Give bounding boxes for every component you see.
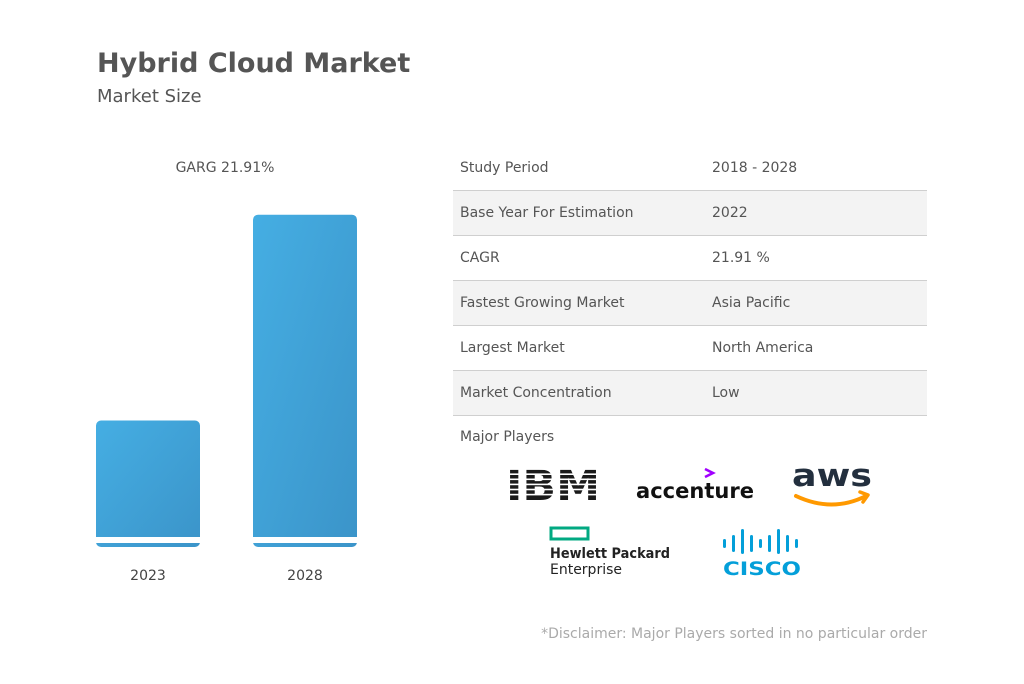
- table-row-key: Study Period: [460, 160, 549, 176]
- bar-2023: [96, 420, 200, 547]
- table-row: Base Year For Estimation 2022: [453, 191, 927, 236]
- table-row-value: Asia Pacific: [712, 295, 791, 311]
- chart-annotation: GARG 21.91%: [175, 160, 275, 176]
- table-row-key: Largest Market: [460, 340, 565, 356]
- table-row-key: Market Concentration: [460, 385, 612, 401]
- table-row-key: Fastest Growing Market: [460, 295, 625, 311]
- aws-wordmark: aws: [792, 458, 872, 494]
- cisco-bars-icon: [723, 529, 798, 554]
- table-row-value: 21.91 %: [712, 250, 770, 266]
- bar-base-mask: [253, 537, 357, 543]
- table-row: CAGR 21.91 %: [453, 236, 927, 281]
- hpe-wordmark-line2: Enterprise: [550, 562, 622, 578]
- cisco-logo: CISCO: [723, 529, 801, 578]
- table-row-value: 2018 - 2028: [712, 160, 798, 176]
- page-title: Hybrid Cloud Market: [97, 48, 411, 79]
- page-subtitle: Market Size: [97, 86, 202, 107]
- hpe-wordmark-line1: Hewlett Packard: [550, 546, 670, 562]
- table-row: Market Concentration Low: [453, 371, 927, 416]
- accenture-logo: accenture: [636, 467, 754, 503]
- x-tick-label: 2028: [287, 568, 323, 584]
- table-row: Study Period 2018 - 2028: [453, 146, 927, 191]
- market-size-chart: 2023 2028: [96, 214, 357, 584]
- bar-2028: [253, 214, 357, 547]
- table-row-key: CAGR: [460, 250, 500, 266]
- market-summary-table: Study Period 2018 - 2028 Base Year For Est…: [453, 146, 927, 416]
- table-row: Fastest Growing Market Asia Pacific: [453, 281, 927, 326]
- cisco-wordmark: CISCO: [723, 558, 801, 578]
- ibm-logo: IBM: [506, 464, 600, 504]
- hpe-logo: Hewlett Packard Enterprise: [549, 526, 670, 578]
- table-row-key: Base Year For Estimation: [460, 205, 634, 221]
- accenture-chevron-icon: [704, 467, 716, 479]
- disclaimer-text: *Disclaimer: Major Players sorted in no …: [541, 626, 927, 642]
- ibm-wordmark: IBM: [506, 464, 600, 504]
- table-row-value: 2022: [712, 205, 748, 221]
- table-row-value: Low: [712, 385, 740, 401]
- accenture-wordmark: accenture: [636, 479, 754, 503]
- hpe-rectangle-icon: [549, 526, 590, 541]
- bar-base-mask: [96, 537, 200, 543]
- major-players-label: Major Players: [460, 429, 555, 445]
- aws-logo: aws: [792, 458, 872, 507]
- x-tick-label: 2023: [130, 568, 166, 584]
- table-row: Largest Market North America: [453, 326, 927, 371]
- table-row-value: North America: [712, 340, 814, 356]
- aws-smile-icon: [794, 494, 868, 507]
